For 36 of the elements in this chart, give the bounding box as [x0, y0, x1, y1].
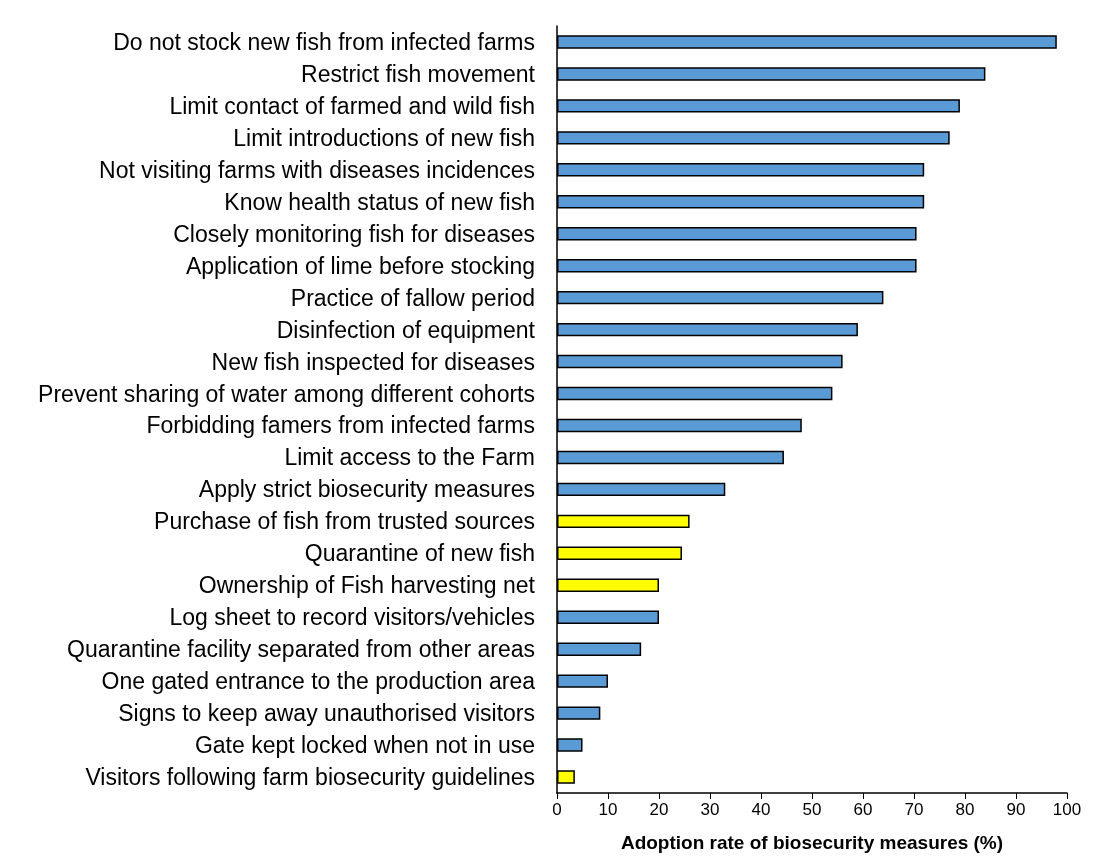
x-tick-label: 20 — [649, 800, 669, 819]
y-tick-label: Visitors following farm biosecurity guidelines — [85, 764, 535, 791]
y-tick-label: Limit access to the Farm — [284, 444, 535, 471]
y-tick-label: New fish inspected for diseases — [211, 348, 535, 375]
x-tick-label: 80 — [955, 800, 975, 819]
x-tick-label: 30 — [700, 800, 720, 819]
y-tick-label: Limit contact of farmed and wild fish — [169, 92, 535, 119]
y-tick-label: Purchase of fish from trusted sources — [154, 508, 535, 535]
y-tick-label: Disinfection of equipment — [276, 316, 536, 343]
x-tick-label: 40 — [751, 800, 771, 819]
x-tick-label: 90 — [1006, 800, 1026, 819]
y-tick-label: Quarantine facility separated from other areas — [67, 636, 535, 663]
y-tick-label: Quarantine of new fish — [304, 540, 535, 567]
x-tick-label: 10 — [598, 800, 618, 819]
y-tick-label: Signs to keep away unauthorised visitors — [118, 700, 535, 727]
y-tick-label: Forbidding famers from infected farms — [146, 412, 535, 439]
y-tick-label: Gate kept locked when not in use — [194, 732, 535, 759]
y-tick-label: Ownership of Fish harvesting net — [198, 572, 536, 599]
y-tick-label: Practice of fallow period — [290, 284, 535, 311]
x-tick-label: 0 — [552, 800, 562, 819]
x-tick-label: 50 — [802, 800, 822, 819]
x-tick-label: 100 — [1052, 800, 1082, 819]
y-tick-label: Restrict fish movement — [301, 60, 536, 87]
x-axis-title: Adoption rate of biosecurity measures (%) — [620, 832, 1004, 853]
y-tick-label: Closely monitoring fish for diseases — [173, 220, 535, 247]
y-tick-label: Prevent sharing of water among different cohorts — [38, 380, 535, 407]
y-tick-label: Log sheet to record visitors/vehicles — [169, 604, 535, 631]
x-tick-label: 70 — [904, 800, 924, 819]
y-tick-label: Limit introductions of new fish — [233, 124, 535, 151]
y-tick-label: Apply strict biosecurity measures — [198, 476, 535, 503]
y-tick-label: Know health status of new fish — [224, 188, 535, 215]
x-tick-label: 60 — [853, 800, 873, 819]
y-tick-label: Not visiting farms with diseases incidences — [99, 156, 535, 183]
y-tick-label: Do not stock new fish from infected farms — [113, 28, 535, 55]
y-tick-label: One gated entrance to the production area — [101, 668, 536, 695]
y-tick-label: Application of lime before stocking — [185, 252, 535, 279]
